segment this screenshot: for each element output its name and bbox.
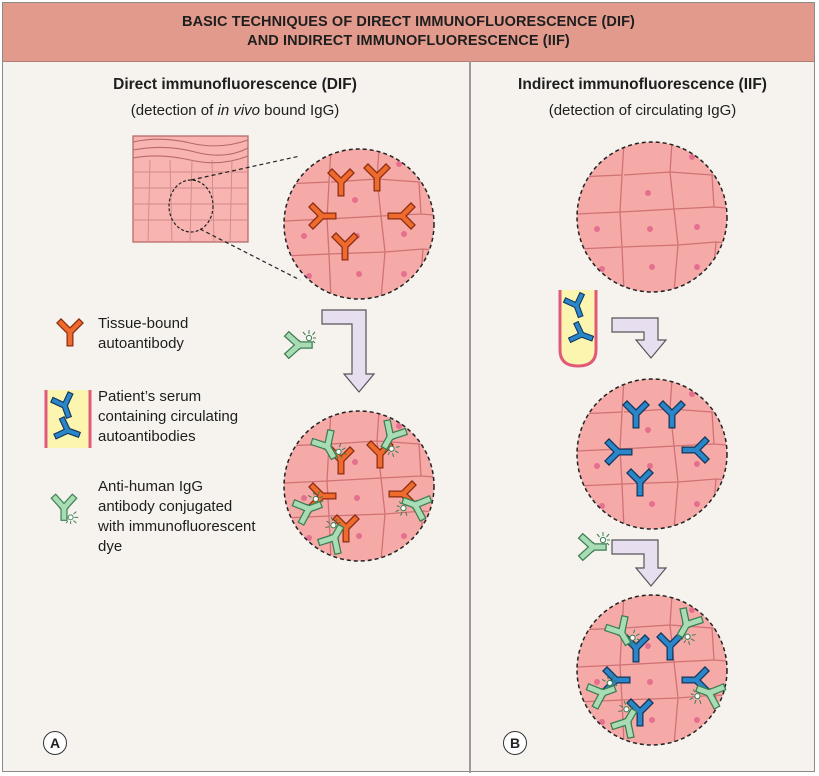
legend-anti-human-igg: Anti-human IgG antibody conjugated with … <box>98 478 256 555</box>
panel-label-a: A <box>43 731 67 755</box>
panel-divider <box>469 61 471 773</box>
header-line-2: AND INDIRECT IMMUNOFLUORESCENCE (IIF) <box>247 33 570 49</box>
iif-title: Indirect immunofluorescence (IIF) <box>518 76 767 93</box>
dif-subtitle: (detection of in vivo bound IgG) <box>130 102 340 119</box>
dif-title: Direct immunofluorescence (DIF) <box>113 76 357 93</box>
tissue-circle-iif-bottom <box>576 594 728 746</box>
panel-label-b: B <box>503 731 527 755</box>
legend-serum: Patient’s serum containing circulating a… <box>98 388 239 445</box>
serum-icon <box>44 390 92 448</box>
zoom-lines <box>190 155 301 281</box>
tissue-bound-antibody-icon <box>61 323 79 343</box>
figure-header: BASIC TECHNIQUES OF DIRECT IMMUNOFLUORES… <box>3 3 814 62</box>
legend-tissue-bound: Tissue-bound autoantibody <box>98 315 189 352</box>
iif-subtitle: (detection of circulating IgG) <box>548 102 737 119</box>
process-arrow-dif <box>289 309 376 393</box>
tissue-circle-dif-top <box>283 148 435 300</box>
header-line-1: BASIC TECHNIQUES OF DIRECT IMMUNOFLUORES… <box>182 14 635 30</box>
tissue-circle-dif-bottom <box>283 410 435 562</box>
skin-section <box>132 135 249 243</box>
anti-human-igg-icon <box>55 498 78 524</box>
serum-tube-icon <box>558 290 598 368</box>
tissue-circle-iif-middle <box>576 378 728 530</box>
tissue-circle-iif-top <box>576 141 728 293</box>
process-arrow-iif-1 <box>611 317 668 359</box>
process-arrow-iif-2 <box>583 532 668 587</box>
